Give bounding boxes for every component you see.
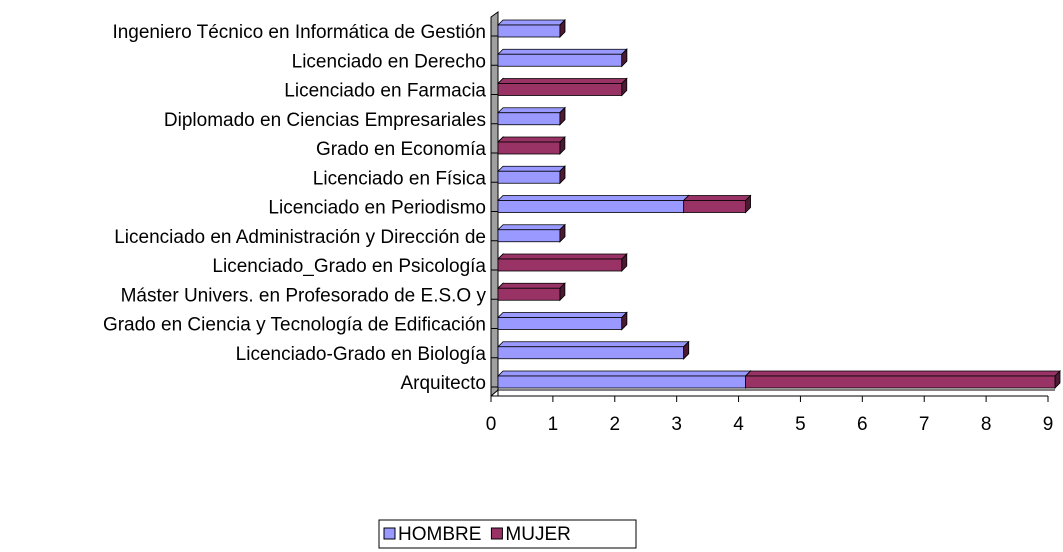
bar-front	[497, 317, 623, 330]
bar-top	[497, 19, 566, 26]
bar-front	[497, 24, 561, 38]
bar-segment	[497, 19, 566, 38]
y-tick-label: Licenciado en Derecho	[292, 51, 486, 72]
x-tick-label: 0	[486, 414, 497, 435]
bar-segment	[497, 282, 566, 302]
y-tick-label: Ingeniero Técnico en Informática de Gest…	[112, 22, 486, 43]
bar-side	[559, 165, 566, 185]
x-tick-label: 6	[857, 414, 868, 435]
y-tick-label: Grado en Economía	[316, 139, 486, 160]
bar-top	[497, 370, 752, 377]
bar-top	[497, 107, 566, 114]
bar-segment	[497, 253, 628, 272]
bar-segment	[621, 48, 628, 68]
bar-front	[497, 170, 561, 184]
legend-swatch	[490, 527, 503, 540]
y-tick-label: Licenciado en Física	[313, 168, 487, 189]
bar-front	[497, 53, 623, 67]
y-tick-label: Arquitecto	[400, 373, 486, 394]
bar-top	[682, 195, 752, 201]
bar-side	[559, 223, 566, 243]
y-tick-label: Máster Univers. en Profesorado de E.S.O …	[121, 285, 487, 306]
x-tick-label: 4	[733, 414, 744, 435]
bar-front	[497, 112, 561, 126]
y-tick-label: Diplomado en Ciencias Empresariales	[164, 110, 486, 131]
bar-segment	[559, 165, 566, 185]
legend-swatch	[383, 527, 396, 540]
bar-top	[497, 195, 690, 201]
x-tick-label: 5	[795, 414, 806, 435]
bar-top	[744, 370, 1061, 377]
bar-front	[745, 375, 1056, 389]
bar-segment	[497, 223, 566, 243]
bar-segment	[621, 311, 628, 331]
y-tick-label: Grado en Ciencia y Tecnología de Edifica…	[103, 315, 486, 336]
bar-side	[559, 106, 566, 126]
legend-box	[378, 519, 637, 549]
back-wall	[490, 11, 499, 398]
bar-segment	[744, 370, 1061, 389]
bar-top	[497, 48, 628, 55]
bar-front	[497, 258, 623, 272]
bar-front	[497, 83, 623, 96]
x-tick-label: 2	[609, 414, 620, 435]
y-tick-label: Licenciado en Farmacia	[284, 81, 486, 102]
bar-front	[497, 346, 685, 360]
y-tick-label: Licenciado en Periodismo	[268, 198, 486, 219]
bar-segment	[497, 370, 752, 389]
bar-top	[497, 253, 628, 260]
bar-segment	[559, 106, 566, 126]
bar-side	[559, 19, 566, 38]
bar-segment	[497, 77, 628, 97]
bar-front	[497, 141, 561, 155]
bar-segment	[497, 136, 566, 155]
bar-segment	[497, 165, 566, 185]
bar-segment	[683, 340, 690, 360]
x-tick-label: 3	[671, 414, 682, 435]
y-tick-label: Licenciado en Administración y Dirección…	[114, 227, 486, 248]
bar-segment	[682, 194, 752, 214]
bar-top	[497, 136, 566, 143]
bar-segment	[497, 311, 628, 331]
bar-segment	[497, 194, 690, 214]
bar-front	[497, 375, 746, 389]
x-tick-label: 1	[548, 414, 559, 435]
bar-segment	[497, 106, 566, 126]
bar-front	[497, 200, 685, 213]
bar-top	[497, 78, 628, 84]
bar-side	[621, 311, 628, 331]
bar-top	[497, 341, 690, 348]
legend-label: HOMBRE	[398, 524, 481, 545]
bar-segment	[497, 340, 690, 360]
bar-top	[497, 312, 628, 318]
x-tick-label: 8	[981, 414, 992, 435]
y-tick-label: Licenciado-Grado en Biología	[236, 344, 487, 365]
bar-side	[683, 340, 690, 360]
x-tick-label: 9	[1043, 414, 1054, 435]
legend-label: MUJER	[505, 524, 570, 545]
bar-segment	[559, 223, 566, 243]
bar-front	[497, 287, 561, 301]
bar-segment	[559, 19, 566, 38]
bar-top	[497, 165, 566, 172]
bar-top	[497, 282, 566, 289]
bar-side	[621, 48, 628, 68]
bar-front	[497, 229, 561, 243]
bar-front	[683, 200, 746, 213]
bar-top	[497, 224, 566, 231]
y-tick-label: Licenciado_Grado en Psicología	[212, 256, 486, 277]
bar-segment	[497, 48, 628, 68]
x-tick-label: 7	[919, 414, 930, 435]
